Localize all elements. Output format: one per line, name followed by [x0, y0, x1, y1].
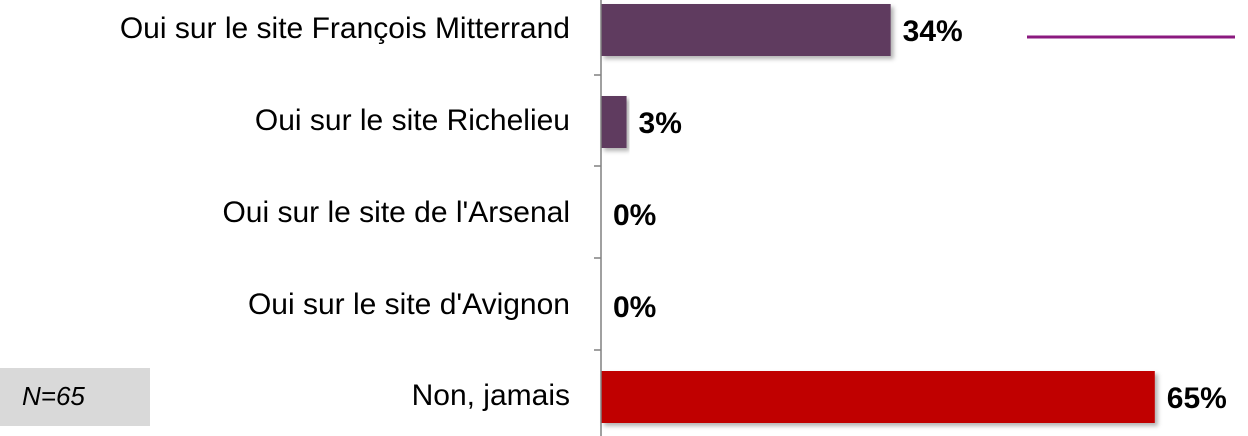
value-label: 0% — [613, 199, 656, 232]
value-label: 65% — [1167, 382, 1227, 415]
bar — [601, 371, 1155, 423]
category-label: Non, jamais — [412, 379, 570, 412]
category-label: Oui sur le site de l'Arsenal — [222, 196, 570, 229]
sample-size: N=65 — [22, 381, 85, 411]
note-box — [0, 368, 150, 426]
category-label: Oui sur le site Richelieu — [255, 104, 570, 137]
value-label: 0% — [613, 291, 656, 324]
bar — [601, 4, 891, 56]
axis-ticks — [594, 74, 601, 351]
category-label: Oui sur le site d'Avignon — [248, 288, 570, 321]
plot: Oui sur le site François Mitterrand 34% Ou… — [120, 4, 1227, 423]
value-label: 34% — [903, 15, 963, 48]
bar — [601, 96, 627, 148]
value-label: 3% — [639, 107, 682, 140]
category-label: Oui sur le site François Mitterrand — [120, 12, 570, 45]
